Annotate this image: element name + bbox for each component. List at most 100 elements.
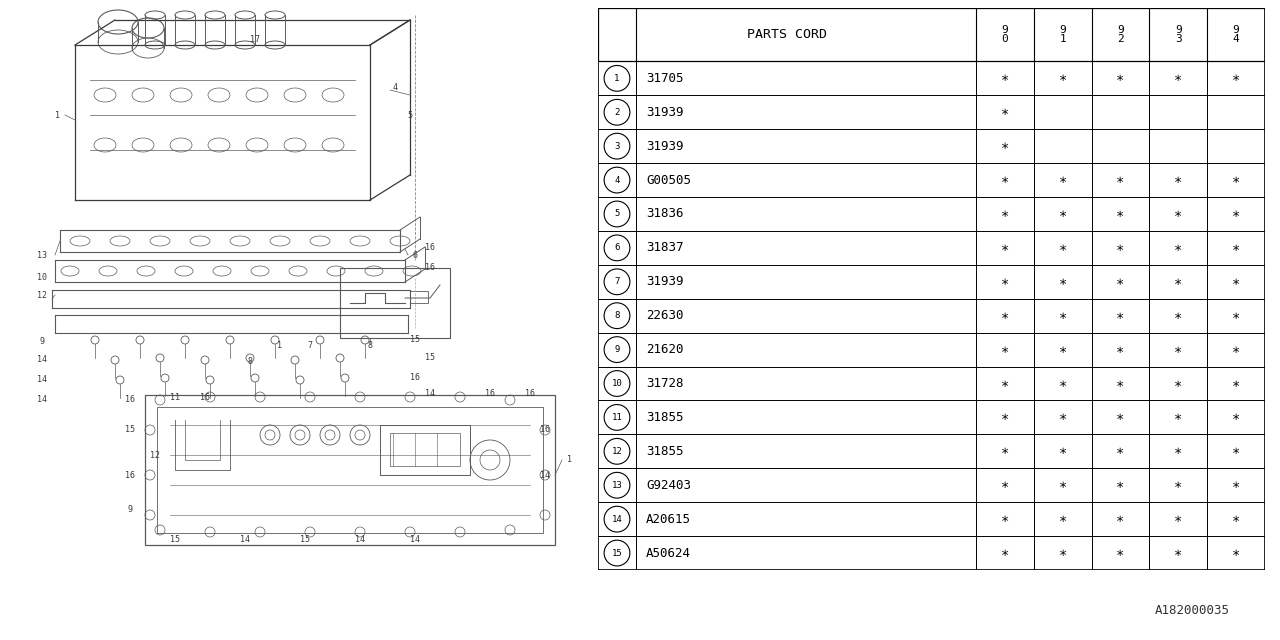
Bar bbox=[157, 407, 543, 533]
Text: ∗: ∗ bbox=[1116, 241, 1125, 255]
Text: 7: 7 bbox=[614, 277, 620, 286]
Text: ∗: ∗ bbox=[1001, 410, 1009, 424]
Text: ∗: ∗ bbox=[1174, 444, 1183, 458]
Text: 16: 16 bbox=[485, 388, 495, 397]
Text: 12: 12 bbox=[150, 451, 160, 460]
Text: ∗: ∗ bbox=[1174, 207, 1183, 221]
Text: ∗: ∗ bbox=[1001, 546, 1009, 560]
Text: 31939: 31939 bbox=[646, 140, 684, 153]
Text: ∗: ∗ bbox=[1231, 342, 1240, 356]
Text: 21620: 21620 bbox=[646, 343, 684, 356]
Text: ∗: ∗ bbox=[1001, 444, 1009, 458]
Text: ∗: ∗ bbox=[1059, 308, 1068, 323]
Text: 10: 10 bbox=[37, 273, 47, 282]
Text: ∗: ∗ bbox=[1174, 71, 1183, 85]
Text: 9
4: 9 4 bbox=[1233, 25, 1239, 44]
Text: ∗: ∗ bbox=[1174, 546, 1183, 560]
Text: 3: 3 bbox=[614, 141, 620, 150]
Text: ∗: ∗ bbox=[1116, 376, 1125, 390]
Text: 14: 14 bbox=[355, 536, 365, 545]
Text: ∗: ∗ bbox=[1231, 275, 1240, 289]
Text: ∗: ∗ bbox=[1001, 342, 1009, 356]
Text: 9
2: 9 2 bbox=[1117, 25, 1124, 44]
Text: 14: 14 bbox=[37, 396, 47, 404]
Text: 8: 8 bbox=[367, 342, 372, 351]
Text: ∗: ∗ bbox=[1059, 512, 1068, 526]
Text: ∗: ∗ bbox=[1059, 410, 1068, 424]
Text: 22630: 22630 bbox=[646, 309, 684, 322]
Text: 9: 9 bbox=[614, 345, 620, 354]
Text: 15: 15 bbox=[125, 426, 134, 435]
Bar bbox=[390, 433, 460, 466]
Text: ∗: ∗ bbox=[1059, 71, 1068, 85]
Text: 31836: 31836 bbox=[646, 207, 684, 220]
Text: 13: 13 bbox=[612, 481, 622, 490]
Text: 1: 1 bbox=[567, 456, 572, 465]
Text: ∗: ∗ bbox=[1116, 275, 1125, 289]
Text: 1: 1 bbox=[614, 74, 620, 83]
Text: 14: 14 bbox=[612, 515, 622, 524]
Text: ∗: ∗ bbox=[1116, 410, 1125, 424]
Text: 2: 2 bbox=[614, 108, 620, 116]
Text: 1: 1 bbox=[278, 340, 283, 349]
Text: ∗: ∗ bbox=[1116, 71, 1125, 85]
Bar bbox=[145, 395, 556, 545]
Text: 13: 13 bbox=[37, 250, 47, 259]
Text: ∗: ∗ bbox=[1116, 478, 1125, 492]
Text: 8: 8 bbox=[614, 311, 620, 320]
Text: 9
0: 9 0 bbox=[1001, 25, 1009, 44]
Text: 14: 14 bbox=[410, 536, 420, 545]
Text: 31705: 31705 bbox=[646, 72, 684, 85]
Text: ∗: ∗ bbox=[1116, 308, 1125, 323]
Text: ∗: ∗ bbox=[1174, 342, 1183, 356]
Text: ∗: ∗ bbox=[1001, 241, 1009, 255]
Text: ∗: ∗ bbox=[1001, 275, 1009, 289]
Text: ∗: ∗ bbox=[1231, 207, 1240, 221]
Text: 4: 4 bbox=[614, 175, 620, 184]
Text: 6: 6 bbox=[412, 250, 417, 259]
Text: ∗: ∗ bbox=[1059, 275, 1068, 289]
Text: PARTS CORD: PARTS CORD bbox=[748, 28, 827, 41]
Text: ∗: ∗ bbox=[1231, 444, 1240, 458]
Text: 4: 4 bbox=[393, 83, 398, 93]
Bar bbox=[340, 268, 451, 338]
Text: ∗: ∗ bbox=[1231, 376, 1240, 390]
Text: ∗: ∗ bbox=[1174, 410, 1183, 424]
Text: ∗: ∗ bbox=[1001, 308, 1009, 323]
Text: ∗: ∗ bbox=[1001, 173, 1009, 187]
Text: ∗: ∗ bbox=[1116, 342, 1125, 356]
Text: A182000035: A182000035 bbox=[1155, 604, 1230, 616]
Text: G92403: G92403 bbox=[646, 479, 691, 492]
Text: G00505: G00505 bbox=[646, 173, 691, 187]
Text: 9
3: 9 3 bbox=[1175, 25, 1181, 44]
Text: 14: 14 bbox=[540, 470, 550, 479]
Text: 16: 16 bbox=[410, 374, 420, 383]
Text: 8: 8 bbox=[247, 358, 252, 367]
Text: ∗: ∗ bbox=[1174, 275, 1183, 289]
Text: 14: 14 bbox=[425, 388, 435, 397]
Text: ∗: ∗ bbox=[1231, 478, 1240, 492]
Text: ∗: ∗ bbox=[1231, 71, 1240, 85]
Text: 14: 14 bbox=[37, 355, 47, 365]
Text: 31728: 31728 bbox=[646, 377, 684, 390]
Text: ∗: ∗ bbox=[1001, 478, 1009, 492]
Text: ∗: ∗ bbox=[1231, 546, 1240, 560]
Text: A20615: A20615 bbox=[646, 513, 691, 525]
Text: 12: 12 bbox=[612, 447, 622, 456]
Text: ∗: ∗ bbox=[1001, 105, 1009, 119]
Text: 6: 6 bbox=[614, 243, 620, 252]
Text: ∗: ∗ bbox=[1116, 444, 1125, 458]
Text: ∗: ∗ bbox=[1001, 207, 1009, 221]
Text: ∗: ∗ bbox=[1116, 173, 1125, 187]
Text: 16: 16 bbox=[425, 243, 435, 253]
Text: 31939: 31939 bbox=[646, 106, 684, 119]
Text: 15: 15 bbox=[612, 548, 622, 557]
Text: ∗: ∗ bbox=[1059, 376, 1068, 390]
Text: 14: 14 bbox=[37, 376, 47, 385]
Text: ∗: ∗ bbox=[1059, 342, 1068, 356]
Text: 31837: 31837 bbox=[646, 241, 684, 254]
Bar bbox=[410, 291, 428, 303]
Text: 9: 9 bbox=[40, 337, 45, 346]
Text: ∗: ∗ bbox=[1059, 546, 1068, 560]
Text: 31939: 31939 bbox=[646, 275, 684, 288]
